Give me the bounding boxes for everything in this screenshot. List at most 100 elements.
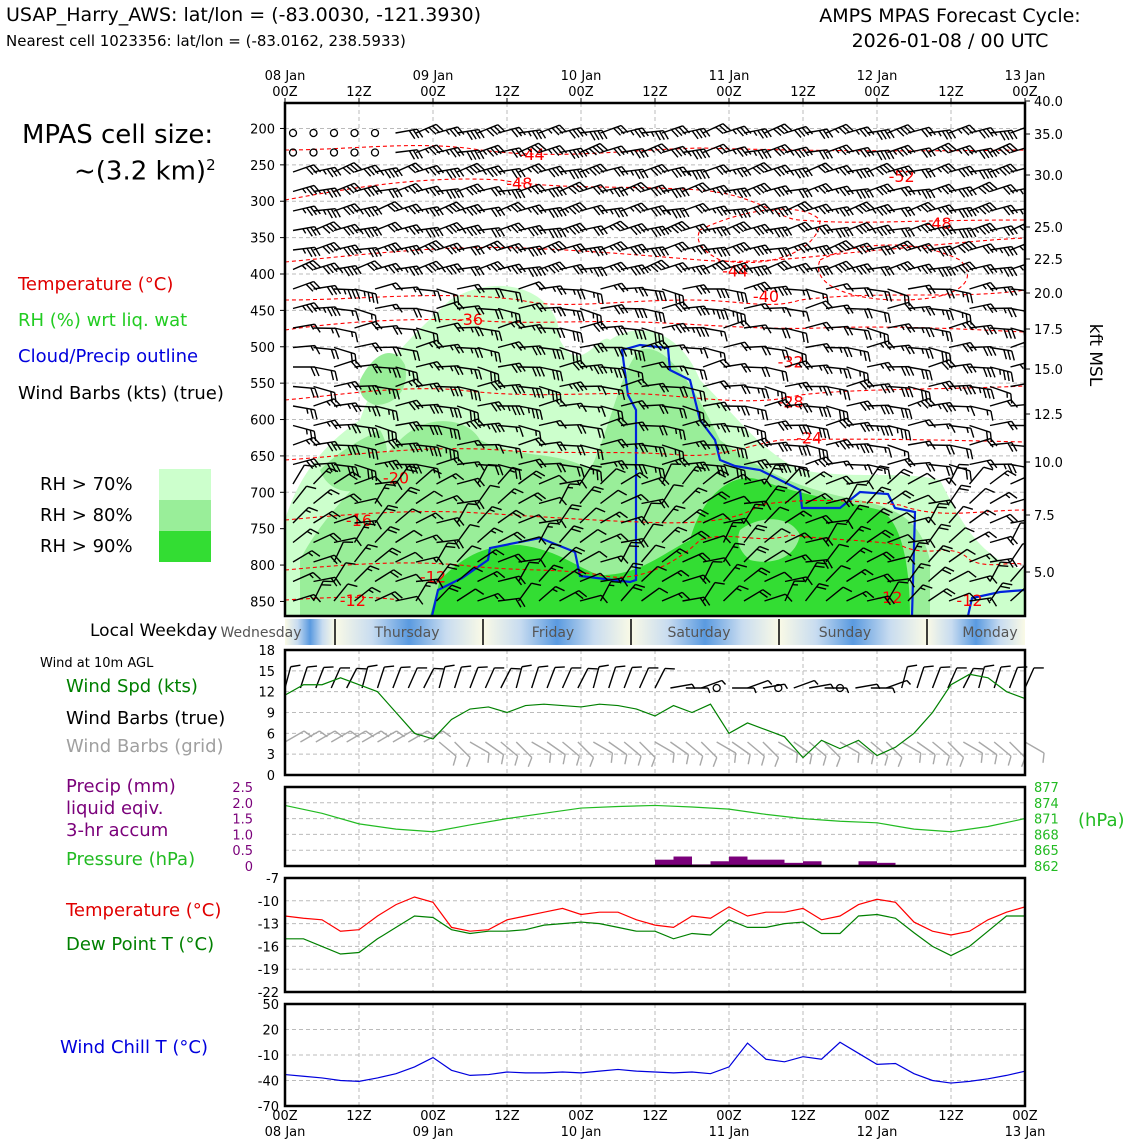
barb-flag (575, 183, 584, 191)
barb-flag (514, 127, 523, 137)
wind-tick-label: 9 (267, 707, 275, 722)
barb-flag (882, 553, 892, 561)
barb-half (433, 290, 437, 297)
barb-flag (548, 189, 556, 198)
barb-flag (760, 409, 765, 420)
barb-flag (715, 187, 724, 196)
barb-flag (388, 189, 395, 199)
barb-flag (845, 123, 854, 132)
wind-barb (1010, 403, 1025, 407)
wind-barb (948, 505, 974, 524)
temperature-contour-label: -12 (340, 591, 366, 610)
barb-flag (876, 227, 884, 237)
wind-barb (764, 528, 791, 544)
barb-flag (466, 131, 473, 141)
wind-barb (517, 561, 540, 582)
wind-barb (969, 366, 996, 378)
wind-barb (702, 380, 731, 390)
barb-half (408, 381, 413, 387)
wind-barb (559, 243, 588, 255)
barb-flag (966, 207, 973, 217)
barb-staff (809, 683, 831, 689)
wind-barb-true (962, 667, 984, 689)
weekday-gradient (631, 619, 705, 645)
barb-half (636, 474, 642, 479)
barb-flag (596, 293, 600, 304)
barb-flag (1002, 186, 1011, 195)
barb-flag (1020, 757, 1026, 768)
barb-flag (657, 144, 666, 153)
barb-flag (569, 483, 580, 486)
barb-flag (330, 349, 336, 359)
wind-barb-grid (438, 741, 457, 766)
barb-half (924, 420, 930, 426)
barb-flag (716, 207, 724, 217)
barb-staff (1010, 444, 1025, 448)
barb-flag (429, 187, 437, 197)
barb-flag (457, 387, 463, 397)
barb-staff (517, 561, 530, 582)
wind-barb (989, 307, 1017, 318)
barb-flag (994, 754, 998, 765)
wind-barb (600, 145, 629, 157)
barb-flag (498, 206, 506, 216)
barb-half (630, 150, 635, 156)
wind-barb (846, 327, 872, 341)
barb-flag (599, 572, 608, 581)
wind-barb (907, 242, 937, 254)
wind-barb (948, 484, 972, 504)
top-time-label: 12Z (642, 85, 668, 100)
barb-flag (703, 461, 710, 472)
wind-barb (805, 342, 834, 353)
barb-flag (558, 240, 567, 249)
barb-flag (416, 286, 423, 297)
wind-barb (928, 266, 957, 278)
windchill-tick-label: -70 (258, 1100, 279, 1115)
barb-flag (593, 227, 601, 236)
barb-half (839, 347, 843, 354)
barb-flag (978, 226, 987, 235)
barb-flag (322, 266, 331, 275)
calm-circle (288, 128, 298, 138)
station-title: USAP_Harry_AWS: lat/lon = (-83.0030, -12… (6, 4, 482, 26)
barb-flag (388, 168, 395, 178)
wind-barb (600, 438, 629, 449)
barb-half (925, 441, 930, 447)
barb-flag (928, 126, 936, 136)
wind-barb-true (469, 666, 488, 689)
kft-tick-label: 15.0 (1034, 363, 1063, 378)
wind-barb (969, 487, 995, 505)
barb-flag (578, 590, 588, 598)
barb-flag (494, 402, 502, 412)
barb-staff (716, 741, 737, 754)
barb-flag (342, 207, 351, 216)
barb-staff (808, 741, 827, 757)
barb-flag (532, 472, 542, 479)
barb-staff (901, 741, 922, 754)
wind-barb (374, 504, 398, 524)
barb-half (388, 367, 392, 374)
barb-flag (936, 506, 947, 509)
wind-barb (477, 287, 505, 298)
barb-flag (966, 187, 973, 197)
barb-flag (661, 143, 670, 152)
barb-flag (925, 327, 931, 338)
barb-flag (555, 370, 560, 381)
wind-barb (928, 463, 955, 477)
barb-flag (884, 426, 890, 436)
barb-flag (949, 445, 955, 455)
barb-flag (457, 344, 465, 354)
barb-flag (961, 147, 970, 156)
barb-half (510, 343, 516, 349)
barb-flag (601, 385, 607, 396)
wind-barb (928, 588, 956, 602)
barb-flag (497, 240, 506, 249)
barb-flag (739, 585, 749, 591)
barb-flag (989, 202, 998, 211)
barb-flag (447, 566, 458, 571)
barb-flag (703, 348, 709, 359)
wind-barb (497, 463, 522, 481)
wind-barb (354, 586, 381, 602)
barb-flag (847, 227, 854, 237)
barb-flag (305, 283, 314, 292)
